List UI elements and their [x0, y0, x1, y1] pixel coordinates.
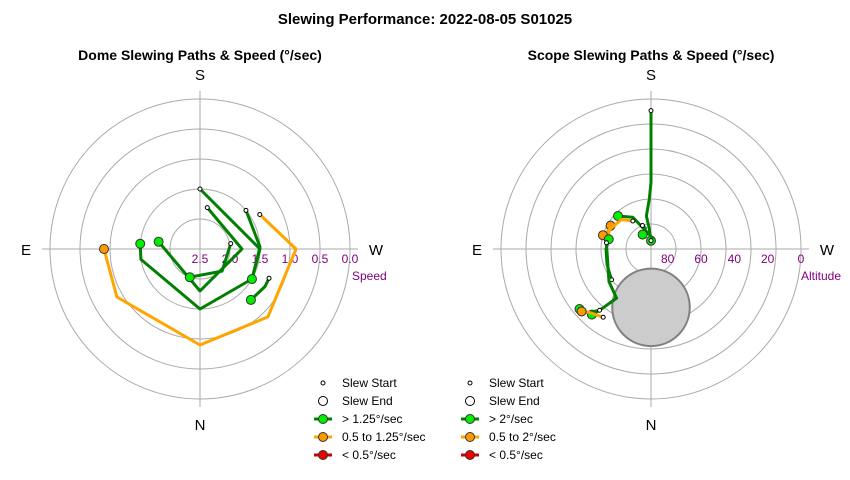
- scope-slew-start-point: [597, 307, 603, 313]
- scope-slew-path: [644, 109, 653, 243]
- dome-slew-end-point: [153, 236, 164, 247]
- dome-slew-end-point: [99, 244, 109, 254]
- dome-legend-marker-medium: [318, 432, 328, 442]
- scope-legend-marker-medium: [465, 432, 475, 442]
- scope-legend-label: > 2°/sec: [489, 412, 533, 426]
- scope-slew-paths: [574, 108, 656, 320]
- dome-chart-title: Dome Slewing Paths & Speed (°/sec): [78, 47, 322, 63]
- dome-radial-label: Speed: [352, 269, 387, 283]
- dome-slew-end-point: [246, 274, 257, 284]
- scope-radial-tick-label: 80: [661, 252, 675, 266]
- dome-slew-start-point: [197, 186, 203, 192]
- dome-slew-path: [138, 187, 262, 311]
- scope-slew-start-point: [630, 218, 636, 224]
- dome-polar-grid: [42, 91, 358, 407]
- dome-cardinal-bottom: N: [195, 417, 206, 434]
- scope-radial-tick-label: 40: [728, 252, 742, 266]
- scope-legend-end-marker: [465, 396, 475, 406]
- dome-legend: Slew Start Slew End > 1.25°/sec 0.5 to 1.25…: [314, 376, 426, 462]
- dome-legend-marker-fast: [318, 414, 328, 424]
- scope-radial-ticks: 80 60 40 20 0: [661, 252, 805, 266]
- scope-legend: Slew Start Slew End > 2°/sec 0.5 to 2°/sec <…: [461, 376, 556, 462]
- dome-legend-label: 0.5 to 1.25°/sec: [342, 430, 426, 444]
- scope-radial-tick-label: 60: [694, 252, 708, 266]
- dome-slew-path: [249, 276, 271, 302]
- scope-slew-end-point: [637, 229, 648, 240]
- scope-slew-path: [601, 218, 635, 237]
- scope-slew-start-point: [603, 240, 609, 246]
- dome-cardinal-top: S: [195, 67, 205, 84]
- scope-legend-label: Slew Start: [489, 376, 544, 390]
- scope-radial-tick-label: 20: [761, 252, 775, 266]
- scope-slew-end-point: [576, 306, 587, 317]
- dome-slew-paths: [99, 186, 298, 347]
- scope-chart-title: Scope Slewing Paths & Speed (°/sec): [528, 47, 775, 63]
- scope-legend-marker-fast: [465, 414, 475, 424]
- dome-slew-start-point: [243, 207, 249, 213]
- dome-radial-tick-label: 0.0: [342, 252, 359, 266]
- dome-legend-label: Slew End: [342, 394, 393, 408]
- scope-cardinal-left: E: [472, 242, 482, 259]
- scope-radial-label: Altitude: [801, 269, 841, 283]
- scope-slew-start-point: [600, 314, 606, 320]
- dome-legend-label: > 1.25°/sec: [342, 412, 403, 426]
- dome-slew-end-point: [135, 238, 146, 249]
- dome-slew-end-point: [245, 294, 256, 305]
- scope-legend-start-marker: [467, 380, 473, 386]
- dome-radial-ticks: 2.5 2.0 1.5 1.0 0.5 0.0: [192, 252, 359, 266]
- scope-slew-start-point: [648, 108, 654, 114]
- scope-cardinal-right: W: [820, 242, 835, 259]
- scope-legend-label: 0.5 to 2°/sec: [489, 430, 556, 444]
- dome-slew-path: [244, 208, 262, 281]
- dome-legend-marker-slow: [318, 450, 328, 460]
- scope-cardinal-top: S: [646, 67, 656, 84]
- dome-legend-label: < 0.5°/sec: [342, 448, 396, 462]
- dome-polar-chart: Dome Slewing Paths & Speed (°/sec) S N E…: [21, 47, 426, 462]
- dome-slew-start-point: [257, 212, 263, 217]
- dome-radial-tick-label: 2.5: [192, 252, 209, 266]
- scope-slew-start-point: [639, 223, 645, 229]
- dome-slew-path: [102, 213, 298, 347]
- dome-slew-path: [188, 242, 233, 279]
- dome-legend-start-marker: [320, 380, 326, 386]
- scope-polar-chart: Scope Slewing Paths & Speed (°/sec) S N …: [461, 47, 841, 462]
- scope-legend-label: < 0.5°/sec: [489, 448, 543, 462]
- dome-legend-label: Slew Start: [342, 376, 397, 390]
- dome-cardinal-left: E: [21, 242, 31, 259]
- moon-circle: [611, 267, 691, 348]
- scope-legend-label: Slew End: [489, 394, 540, 408]
- scope-cardinal-bottom: N: [646, 417, 657, 434]
- dome-cardinal-right: W: [369, 242, 384, 259]
- dome-slew-start-point: [266, 275, 272, 281]
- dome-radial-tick-label: 0.5: [312, 252, 329, 266]
- dome-slew-end-point: [184, 272, 195, 283]
- dome-legend-end-marker: [318, 396, 328, 406]
- scope-radial-tick-label: 0: [798, 252, 805, 266]
- page-title: Slewing Performance: 2022-08-05 S01025: [278, 11, 572, 28]
- dome-slew-start-point: [204, 205, 210, 211]
- dome-slew-start-point: [228, 241, 234, 247]
- scope-slew-start-point: [648, 238, 654, 244]
- scope-legend-marker-slow: [465, 450, 475, 460]
- moon-disc: [611, 267, 691, 348]
